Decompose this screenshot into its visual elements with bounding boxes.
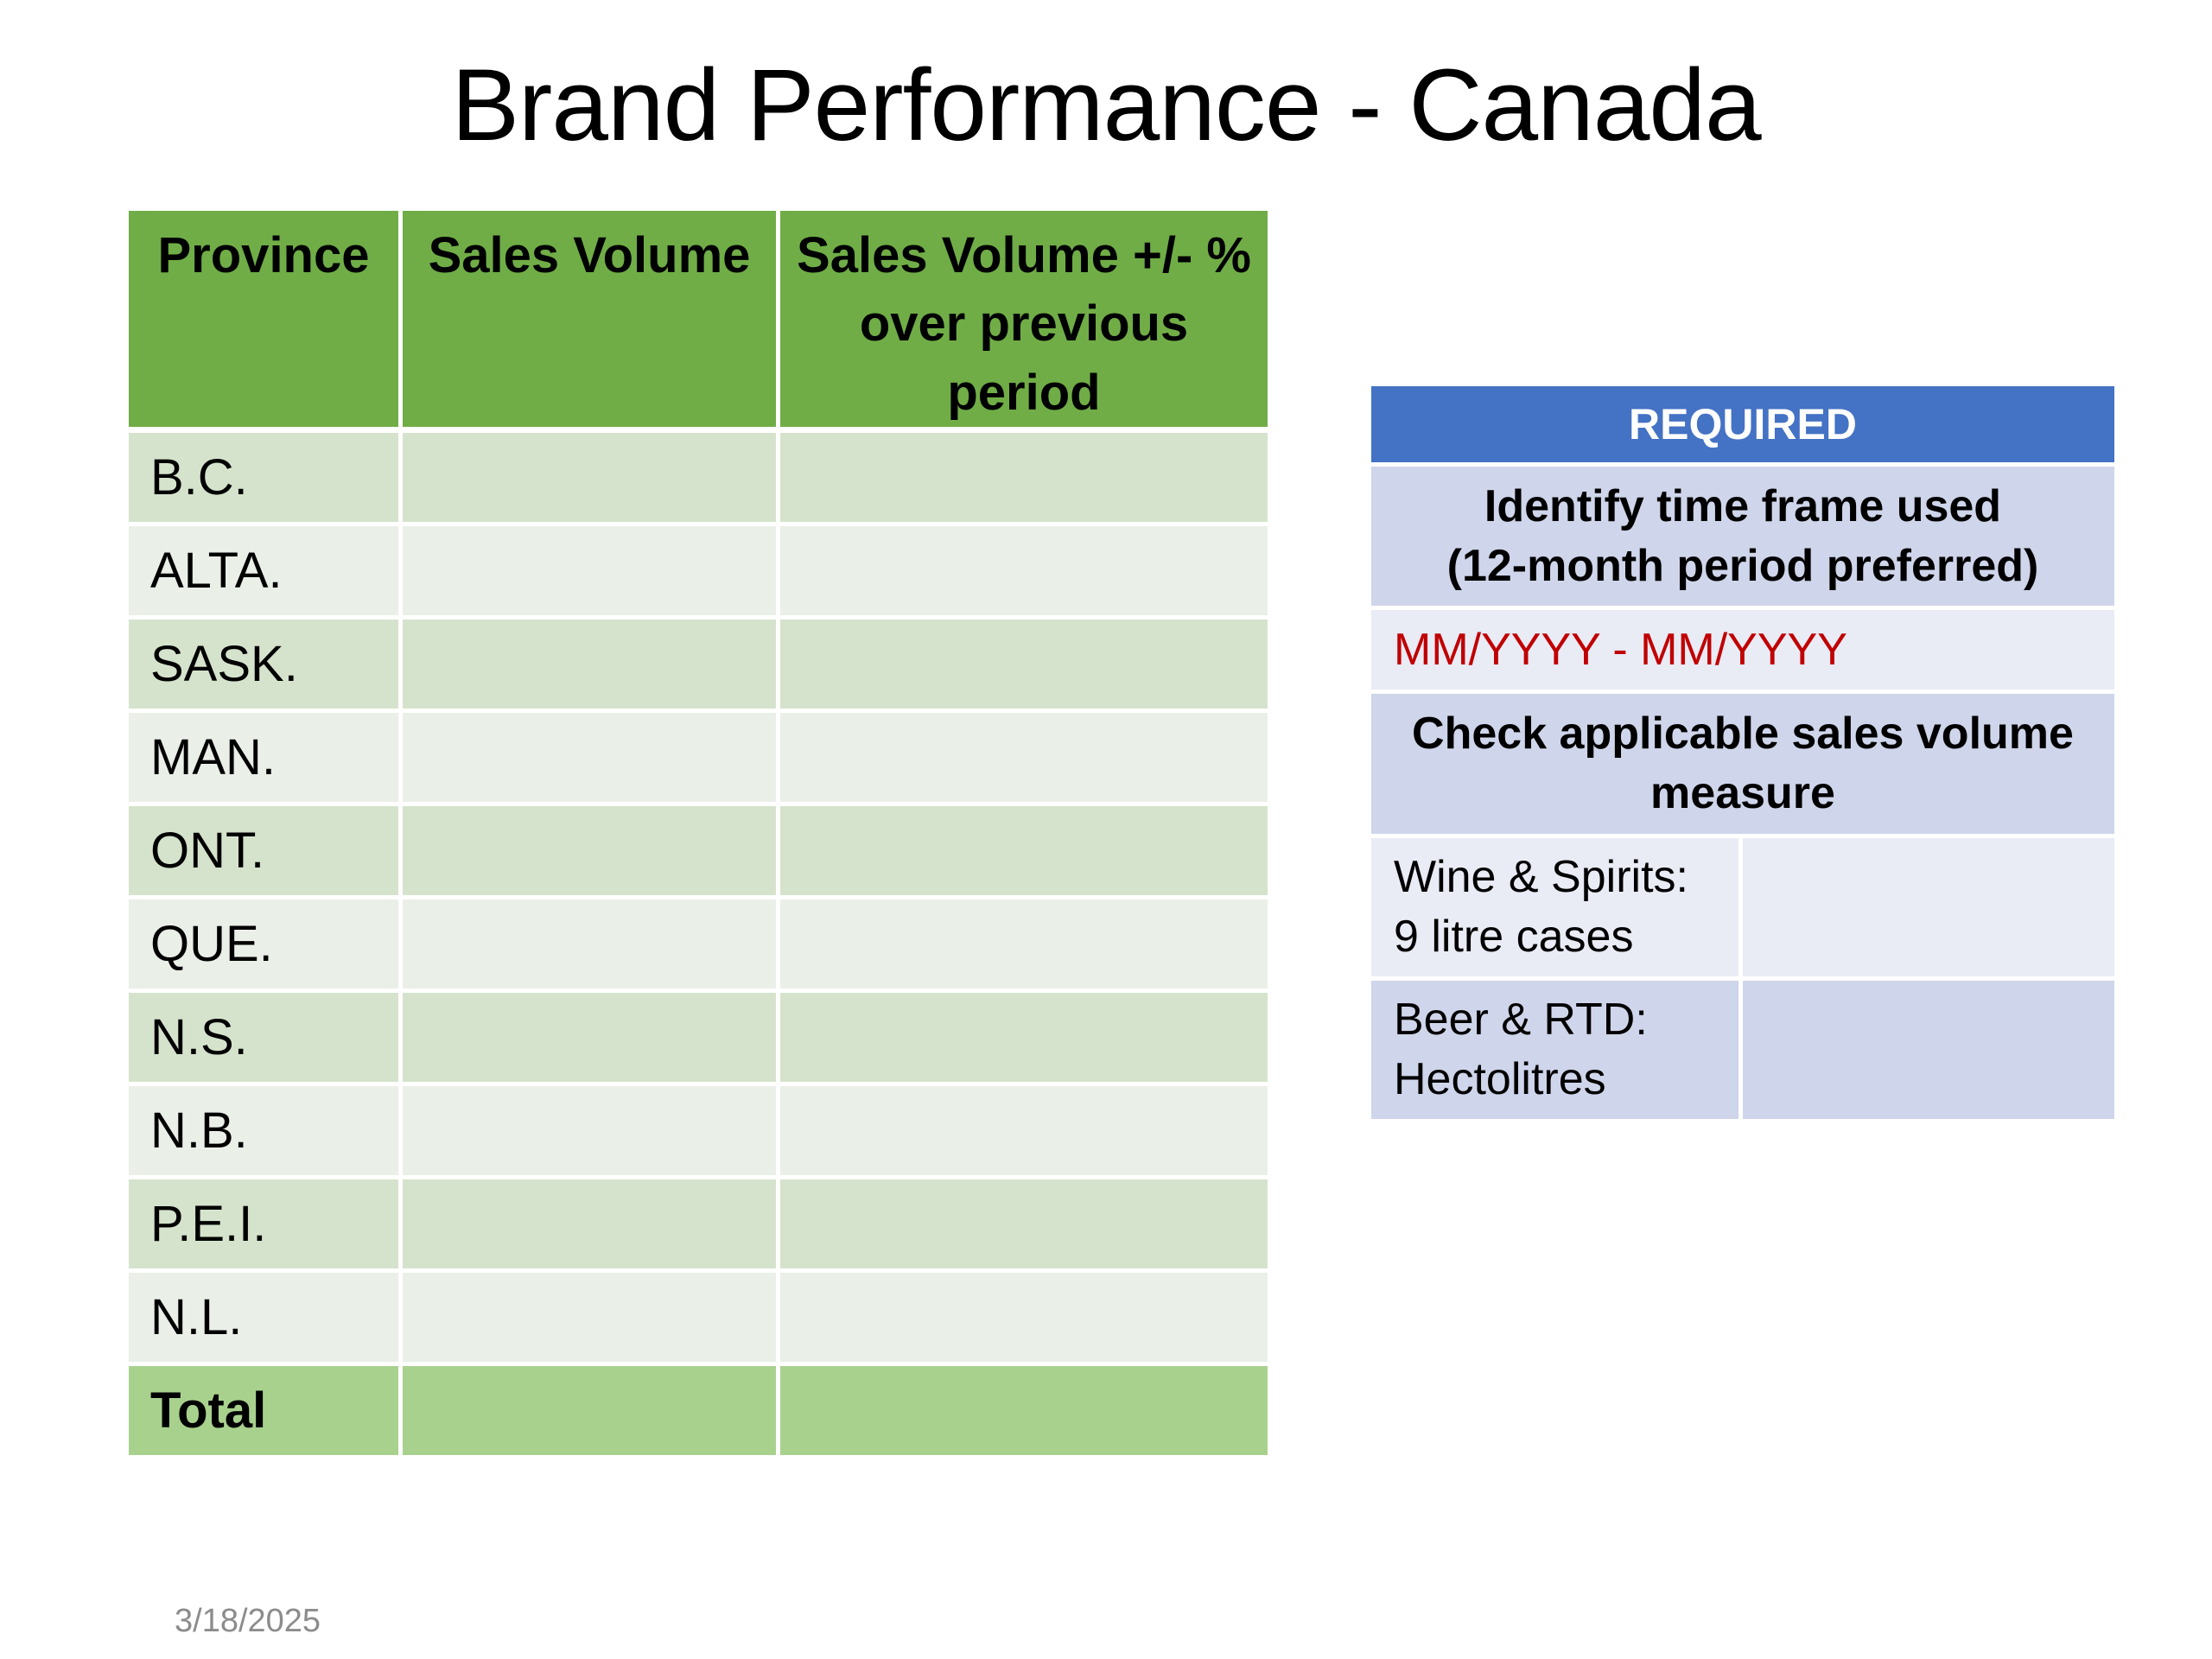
table-header-row: Province Sales Volume Sales Volume +/- %… — [129, 211, 1268, 428]
sales-volume-cell[interactable] — [403, 431, 776, 523]
sales-change-cell[interactable] — [780, 431, 1268, 523]
sales-change-cell[interactable] — [780, 899, 1268, 989]
table-row: ONT. — [129, 806, 1268, 896]
sales-change-cell[interactable] — [780, 1179, 1268, 1269]
measure-label: Check applicable sales volume measure — [1371, 694, 2114, 834]
sales-volume-cell[interactable] — [403, 899, 776, 989]
sales-volume-cell[interactable] — [403, 806, 776, 896]
total-label: Total — [129, 1366, 398, 1456]
measure-option-row: Wine & Spirits: 9 litre cases — [1371, 837, 2114, 976]
page-title: Brand Performance - Canada — [451, 48, 1761, 162]
total-sales-change-cell[interactable] — [780, 1366, 1268, 1456]
header-sales-change-text: Sales Volume +/- % over previous period — [797, 227, 1251, 421]
table-row: N.S. — [129, 993, 1268, 1083]
province-cell: SASK. — [129, 620, 398, 709]
required-header-row: REQUIRED — [1371, 386, 2114, 462]
table-row: SASK. — [129, 620, 1268, 709]
sales-volume-cell[interactable] — [403, 713, 776, 803]
sales-change-cell[interactable] — [780, 1273, 1268, 1363]
option-beer-rtd-label: Beer & RTD: Hectolitres — [1371, 980, 1743, 1119]
table-row: N.L. — [129, 1273, 1268, 1363]
province-cell: N.L. — [129, 1273, 398, 1363]
option-wine-line2: 9 litre cases — [1394, 911, 1634, 962]
sales-change-cell[interactable] — [780, 993, 1268, 1083]
measure-option-row: Beer & RTD: Hectolitres — [1371, 980, 2114, 1119]
header-sales-change: Sales Volume +/- % over previous period — [780, 211, 1268, 428]
table-row: MAN. — [129, 713, 1268, 803]
province-cell: ONT. — [129, 806, 398, 896]
table-row: N.B. — [129, 1086, 1268, 1176]
sales-change-cell[interactable] — [780, 620, 1268, 709]
province-cell: MAN. — [129, 713, 398, 803]
sales-change-cell[interactable] — [780, 526, 1268, 616]
sales-volume-cell[interactable] — [403, 1273, 776, 1363]
date-range-row: MM/YYYY - MM/YYYY — [1371, 610, 2114, 690]
time-frame-label: Identify time frame used (12-month perio… — [1371, 467, 2114, 607]
province-cell: P.E.I. — [129, 1179, 398, 1269]
sales-volume-cell[interactable] — [403, 526, 776, 616]
option-beer-line1: Beer & RTD: — [1394, 994, 1648, 1045]
footer-date: 3/18/2025 — [175, 1603, 321, 1639]
table-row: QUE. — [129, 899, 1268, 989]
province-cell: N.B. — [129, 1086, 398, 1176]
time-frame-line1: Identify time frame used — [1484, 481, 2002, 531]
province-sales-table: Province Sales Volume Sales Volume +/- %… — [124, 207, 1272, 1459]
required-heading: REQUIRED — [1371, 386, 2114, 462]
header-province: Province — [129, 211, 398, 428]
total-sales-volume-cell[interactable] — [403, 1366, 776, 1456]
sales-volume-cell[interactable] — [403, 620, 776, 709]
measure-label-row: Check applicable sales volume measure — [1371, 694, 2114, 834]
time-frame-line2: (12-month period preferred) — [1446, 540, 2039, 591]
total-row: Total — [129, 1366, 1268, 1456]
option-wine-spirits-label: Wine & Spirits: 9 litre cases — [1371, 837, 1743, 976]
option-wine-spirits-check-cell[interactable] — [1743, 837, 2114, 976]
sales-change-cell[interactable] — [780, 806, 1268, 896]
province-cell: N.S. — [129, 993, 398, 1083]
option-beer-line2: Hectolitres — [1394, 1053, 1606, 1104]
province-cell: B.C. — [129, 431, 398, 523]
option-wine-line1: Wine & Spirits: — [1394, 851, 1688, 902]
time-frame-row: Identify time frame used (12-month perio… — [1371, 467, 2114, 607]
required-panel: REQUIRED Identify time frame used (12-mo… — [1371, 382, 2114, 1123]
sales-volume-cell[interactable] — [403, 1179, 776, 1269]
table-row: B.C. — [129, 431, 1268, 523]
province-cell: ALTA. — [129, 526, 398, 616]
sales-change-cell[interactable] — [780, 1086, 1268, 1176]
table-row: ALTA. — [129, 526, 1268, 616]
sales-change-cell[interactable] — [780, 713, 1268, 803]
header-sales-volume: Sales Volume — [403, 211, 776, 428]
sales-volume-cell[interactable] — [403, 1086, 776, 1176]
date-range-field[interactable]: MM/YYYY - MM/YYYY — [1371, 610, 2114, 690]
table-row: P.E.I. — [129, 1179, 1268, 1269]
option-beer-rtd-check-cell[interactable] — [1743, 980, 2114, 1119]
sales-volume-cell[interactable] — [403, 993, 776, 1083]
province-cell: QUE. — [129, 899, 398, 989]
